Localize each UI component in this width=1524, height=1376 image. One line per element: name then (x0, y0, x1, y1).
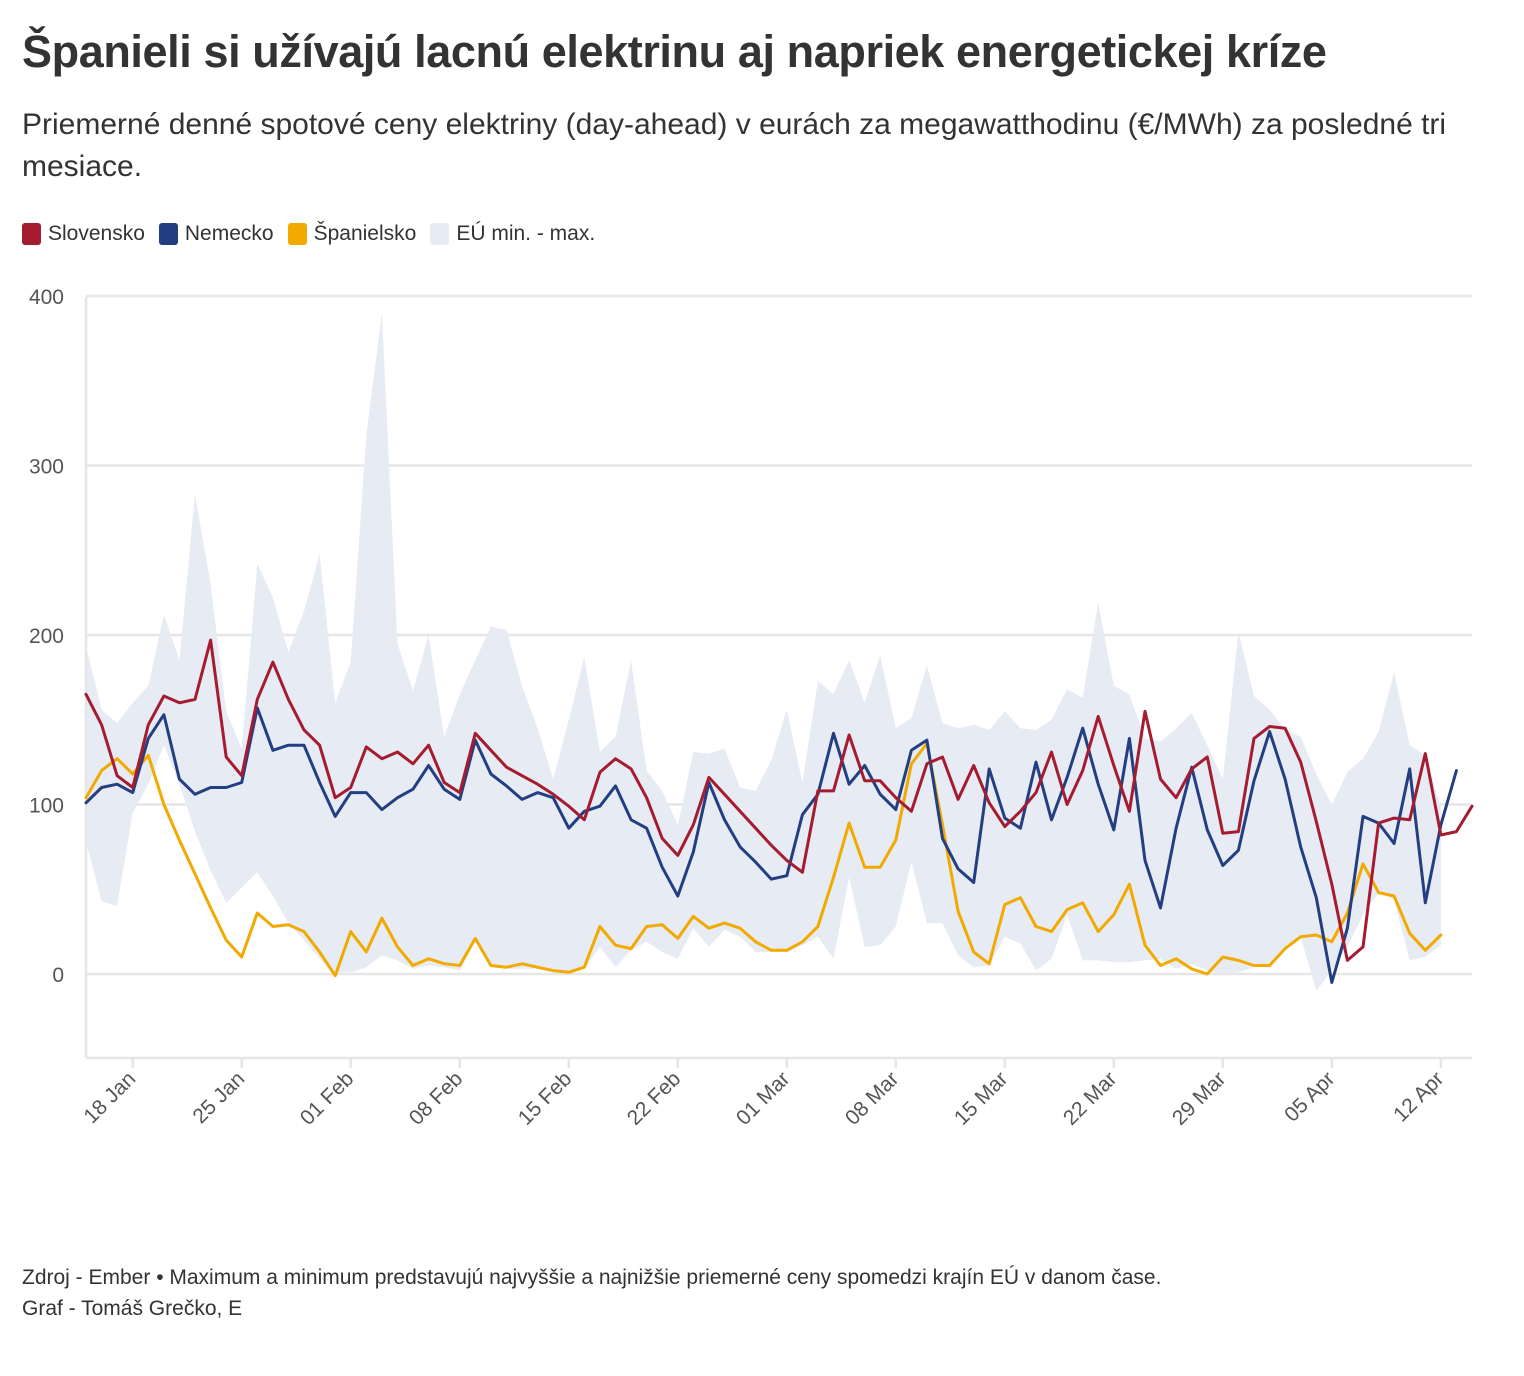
axes (84, 297, 1472, 1060)
y-tick-label: 400 (29, 286, 64, 309)
x-tick-label: 22 Mar (1059, 1067, 1121, 1129)
y-tick-label: 200 (29, 625, 64, 648)
x-tick-label: 18 Jan (79, 1067, 140, 1128)
series-lines (84, 638, 1474, 984)
x-tick-label: 05 Apr (1280, 1067, 1339, 1126)
legend-item-eu-range[interactable]: EÚ min. - max. (430, 222, 595, 246)
footer-source: Zdroj - Ember • Maximum a minimum predst… (22, 1266, 1162, 1289)
x-axis-ticks: 18 Jan 25 Jan 01 Feb 08 Feb 15 Feb 22 Feb 01 M… (79, 1058, 1448, 1130)
y-axis-ticks: 0 100 200 300 400 (29, 286, 64, 987)
x-tick-label: 08 Feb (405, 1067, 468, 1130)
series-line-spanielsko (84, 742, 1443, 978)
legend-swatch-slovensko (22, 223, 41, 245)
y-tick-label: 100 (29, 795, 64, 818)
legend-swatch-nemecko (158, 223, 178, 245)
x-tick-label: 15 Feb (514, 1067, 577, 1130)
legend-swatch-spanielsko (287, 223, 307, 245)
y-tick-label: 300 (29, 456, 64, 479)
eu-min-max-band (86, 312, 1441, 991)
series-line-nemecko (84, 706, 1458, 984)
legend-item-nemecko[interactable]: Nemecko (158, 222, 274, 246)
chart-subtitle: Priemerné denné spotové ceny elektriny (… (22, 108, 1447, 183)
legend-swatch-eu-range (430, 223, 450, 245)
legend-label-spanielsko: Španielsko (313, 222, 417, 245)
legend-item-spanielsko[interactable]: Španielsko (287, 222, 417, 246)
y-tick-label: 0 (52, 964, 64, 987)
x-tick-label: 15 Mar (950, 1067, 1012, 1129)
x-tick-label: 08 Mar (841, 1067, 903, 1129)
legend-item-slovensko[interactable]: Slovensko (22, 222, 145, 246)
chart-plot: 0 100 200 300 400 18 Jan 25 Jan 01 Feb 08 Feb 15… (29, 286, 1474, 1130)
legend-label-nemecko: Nemecko (184, 222, 274, 245)
legend: Slovensko Nemecko Španielsko EÚ min. - m… (22, 222, 609, 246)
x-tick-label: 01 Feb (296, 1067, 359, 1130)
x-tick-label: 25 Jan (188, 1067, 249, 1128)
x-tick-label: 29 Mar (1168, 1067, 1230, 1129)
x-tick-label: 22 Feb (623, 1067, 686, 1130)
chart-title: Španieli si užívajú lacnú elektrinu aj n… (22, 26, 1327, 77)
legend-label-eu-range: EÚ min. - max. (456, 222, 596, 245)
series-line-slovensko (84, 638, 1474, 962)
x-tick-label: 01 Mar (732, 1067, 794, 1129)
footer-credit: Graf - Tomáš Grečko, E (22, 1297, 243, 1320)
footer: Zdroj - Ember • Maximum a minimum predst… (22, 1262, 1322, 1324)
x-tick-label: 12 Apr (1389, 1067, 1448, 1126)
legend-label-slovensko: Slovensko (48, 222, 145, 245)
